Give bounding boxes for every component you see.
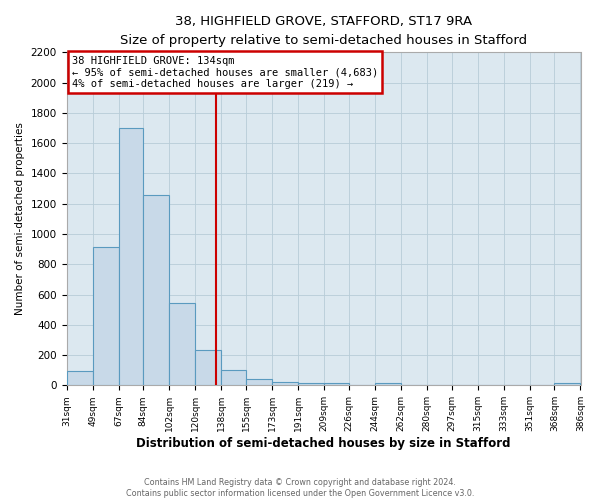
Bar [272,382,298,386]
Text: 38 HIGHFIELD GROVE: 134sqm
← 95% of semi-detached houses are smaller (4,683)
4% : 38 HIGHFIELD GROVE: 134sqm ← 95% of semi… [71,56,378,89]
Text: Contains HM Land Registry data © Crown copyright and database right 2024.
Contai: Contains HM Land Registry data © Crown c… [126,478,474,498]
Bar [246,379,272,386]
Bar [375,384,401,386]
Bar [298,383,324,386]
Bar [554,384,580,386]
Bar [196,350,221,386]
Bar [324,383,349,386]
Bar [67,370,92,386]
Bar [169,303,196,386]
Bar [221,370,246,386]
Title: 38, HIGHFIELD GROVE, STAFFORD, ST17 9RA
Size of property relative to semi-detach: 38, HIGHFIELD GROVE, STAFFORD, ST17 9RA … [120,15,527,47]
Y-axis label: Number of semi-detached properties: Number of semi-detached properties [15,122,25,316]
Bar [92,248,119,386]
Bar [119,128,143,386]
Bar [143,195,169,386]
X-axis label: Distribution of semi-detached houses by size in Stafford: Distribution of semi-detached houses by … [136,437,511,450]
